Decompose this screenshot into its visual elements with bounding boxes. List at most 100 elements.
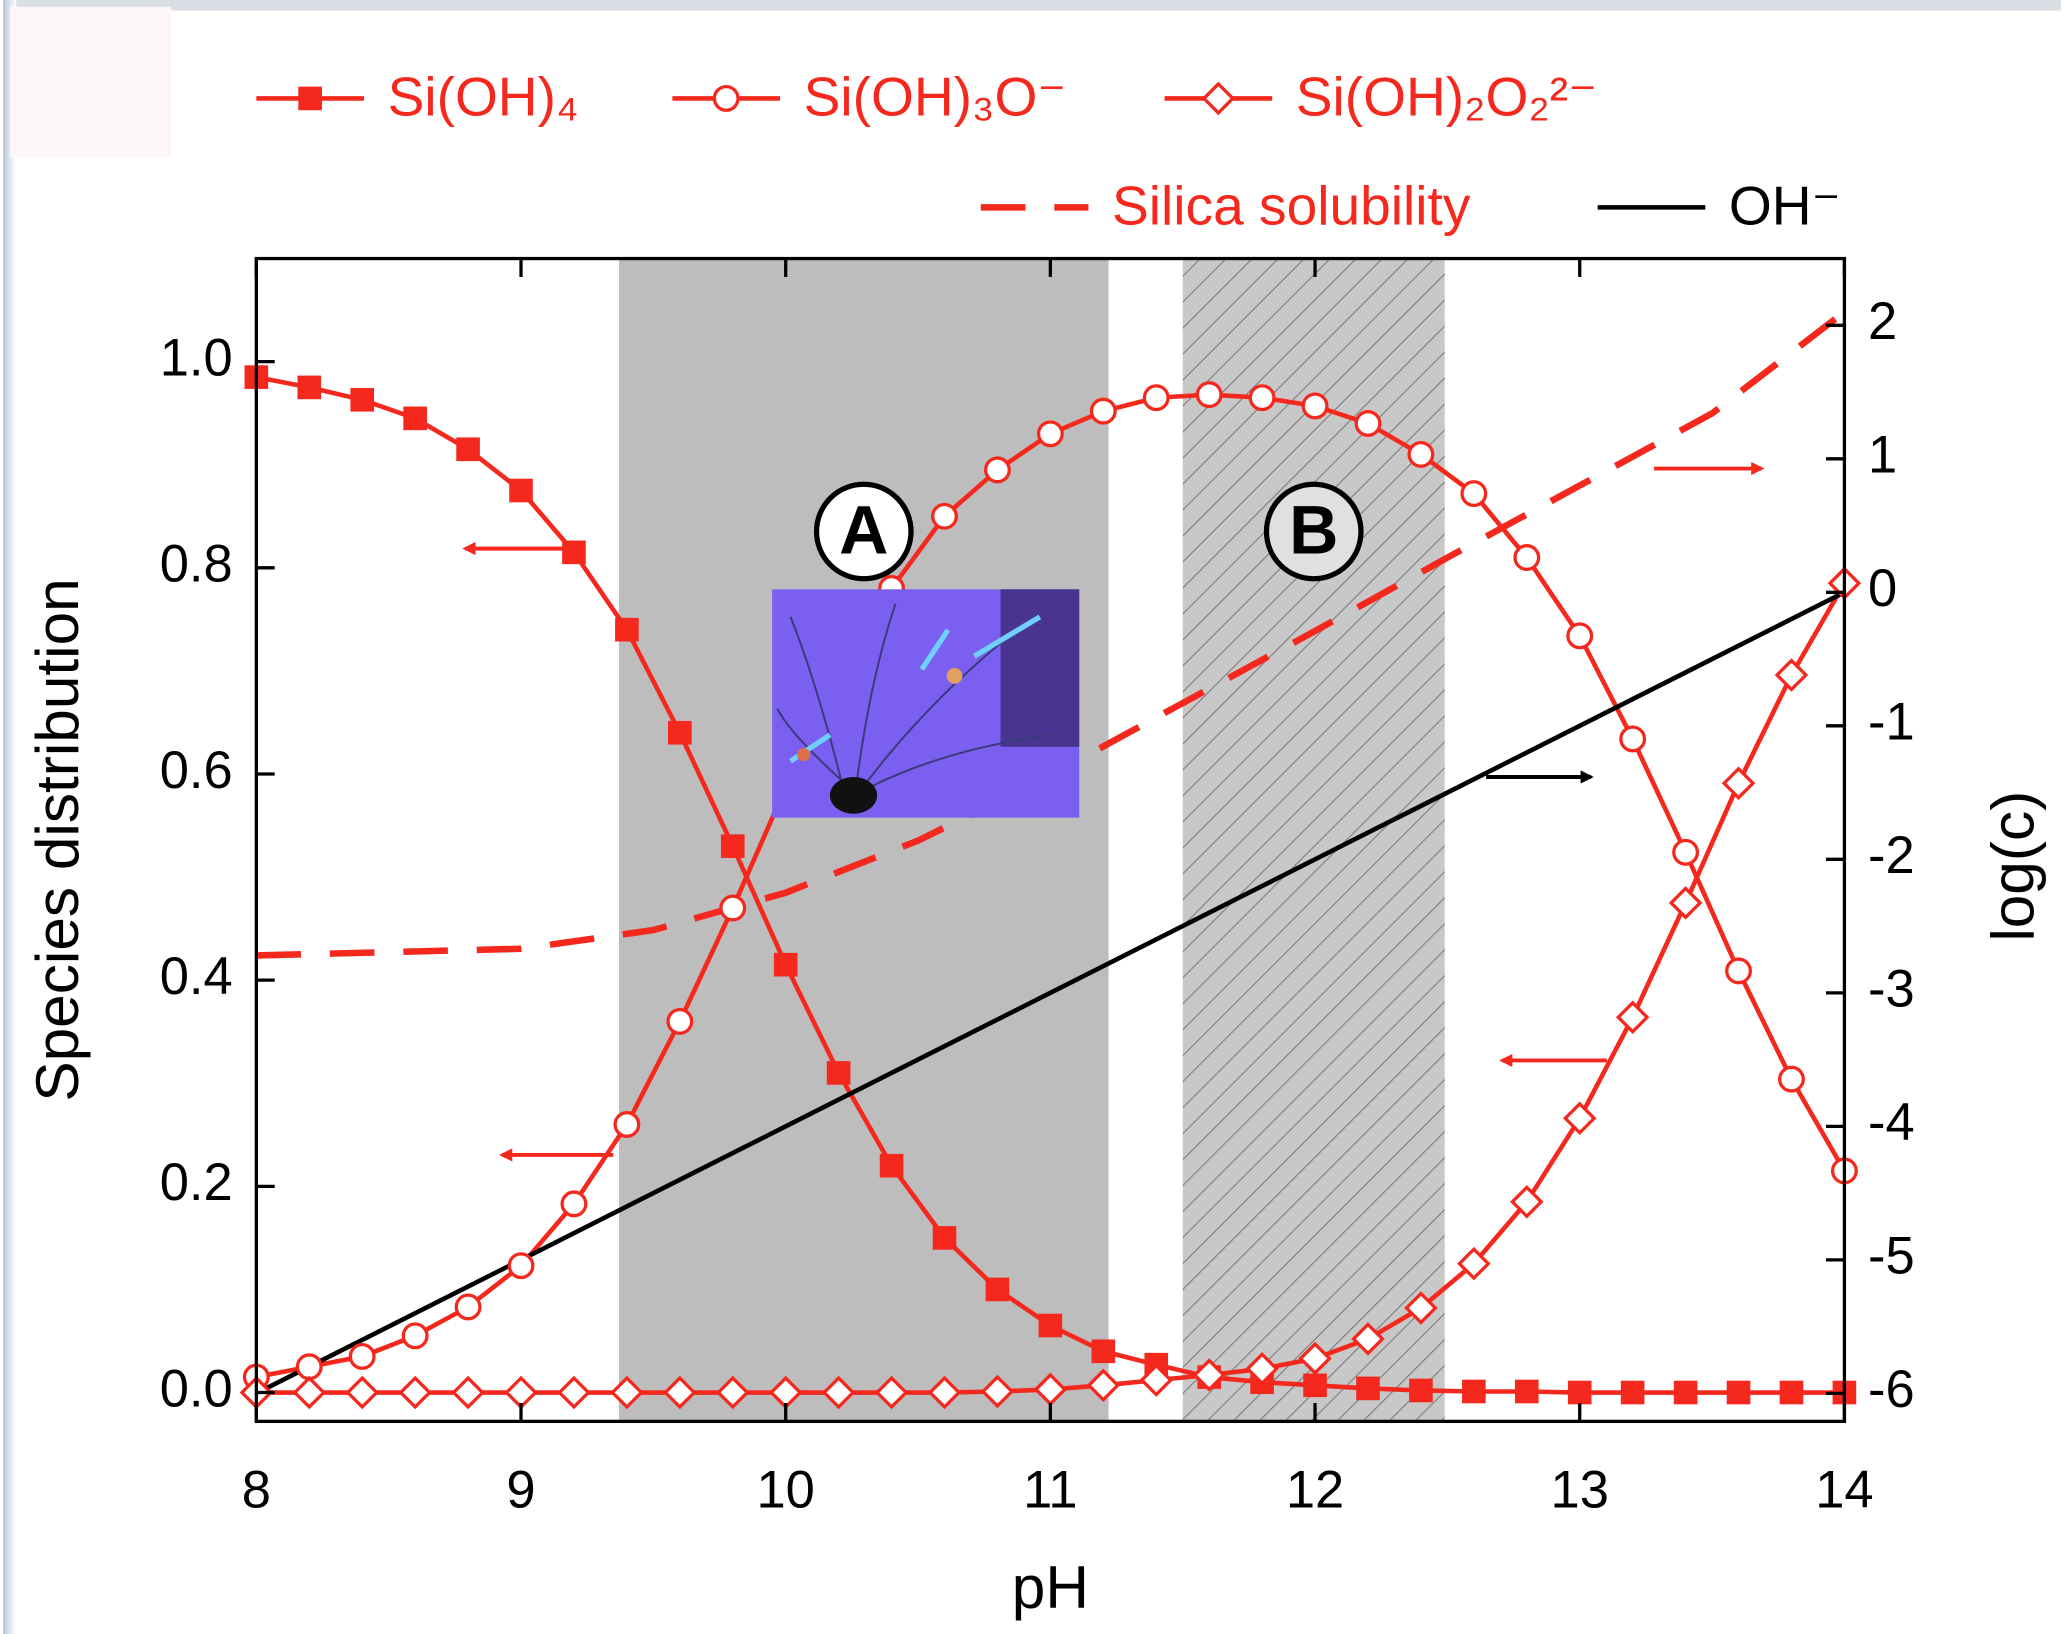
marker: [712, 84, 740, 112]
marker: [1038, 1313, 1063, 1338]
y2-tick-label: -2: [1868, 826, 1915, 885]
marker: [1778, 1065, 1805, 1093]
marker: [1619, 725, 1647, 753]
marker: [1726, 1380, 1751, 1405]
marker: [983, 456, 1011, 484]
x-tick-label: 10: [757, 1460, 815, 1519]
y2-tick-label: -1: [1868, 693, 1915, 752]
marker: [350, 387, 375, 412]
marker: [1248, 384, 1276, 412]
corner-box: [9, 6, 172, 158]
x-tick-label: 14: [1815, 1460, 1873, 1519]
marker: [1192, 1358, 1226, 1392]
marker: [821, 1375, 856, 1410]
x-tick-label: 13: [1551, 1460, 1609, 1519]
marker: [1301, 392, 1329, 420]
y2-tick-label: -4: [1868, 1093, 1915, 1152]
marker: [1091, 1339, 1116, 1364]
marker: [874, 1375, 909, 1410]
y-tick-label: 1.0: [160, 328, 233, 387]
marker: [1513, 544, 1541, 571]
marker: [1774, 658, 1809, 692]
marker: [1457, 1246, 1491, 1281]
legend-entry: OH⁻: [1597, 175, 1841, 237]
marker: [401, 1322, 429, 1350]
marker: [297, 375, 322, 400]
marker: [348, 1342, 376, 1370]
marker: [927, 1375, 962, 1410]
marker: [1620, 1380, 1645, 1405]
marker: [931, 502, 958, 530]
marker: [509, 478, 533, 503]
marker: [1245, 1352, 1279, 1386]
marker: [1673, 1380, 1698, 1405]
series-line: [256, 309, 1847, 959]
marker: [615, 617, 639, 642]
marker: [1089, 397, 1117, 425]
region-label: A: [839, 493, 888, 569]
y2-tick-label: -5: [1868, 1227, 1915, 1286]
marker: [1409, 1378, 1433, 1403]
marker: [879, 1153, 904, 1178]
marker: [560, 1190, 588, 1218]
marker: [1668, 886, 1703, 920]
top-edge: [3, 0, 2061, 11]
marker: [1142, 384, 1170, 412]
marker: [1566, 622, 1594, 650]
y-axis-label: Species distribution: [23, 578, 91, 1101]
region-badge: [813, 481, 914, 582]
shaded-region: [1182, 258, 1445, 1422]
y2-axis-label: log(c): [1979, 791, 2047, 942]
legend-entry: Si(OH)₂O₂²⁻: [1164, 66, 1597, 128]
marker: [1514, 1379, 1539, 1404]
marker: [1672, 838, 1700, 866]
x-tick-label: 11: [1023, 1460, 1077, 1519]
y2-tick-label: 2: [1868, 292, 1897, 351]
marker: [1139, 1363, 1174, 1397]
marker: [398, 1375, 432, 1410]
marker: [1460, 480, 1488, 508]
marker: [454, 1293, 482, 1321]
marker: [613, 1111, 641, 1138]
marker: [1407, 440, 1435, 468]
x-tick-label: 9: [506, 1460, 535, 1519]
marker: [716, 1375, 750, 1410]
region-label: B: [1289, 493, 1338, 569]
x-axis-label: pH: [1012, 1553, 1089, 1621]
y-tick-label: 0.8: [160, 535, 233, 594]
marker: [1721, 766, 1756, 801]
x-tick-label: 12: [1286, 1460, 1344, 1519]
marker: [1562, 1101, 1597, 1136]
marker: [1615, 1000, 1650, 1035]
marker: [980, 1374, 1015, 1409]
region-badge: [1263, 481, 1364, 582]
marker: [1298, 1341, 1332, 1376]
legend-label: Silica solubility: [1112, 175, 1471, 237]
y-tick-label: 0.4: [160, 947, 233, 1006]
marker: [1567, 1380, 1592, 1405]
marker: [666, 1007, 694, 1035]
marker: [1725, 957, 1752, 985]
marker: [345, 1375, 379, 1410]
legend-entry: Si(OH)₃O⁻: [672, 66, 1066, 128]
marker: [1779, 1380, 1804, 1405]
legend-entry: Silica solubility: [980, 175, 1471, 237]
marker: [1462, 1379, 1486, 1404]
shaded-region: [618, 258, 1109, 1422]
marker: [985, 1277, 1010, 1302]
marker: [456, 437, 480, 462]
marker: [557, 1375, 591, 1410]
legend-label: Si(OH)₃O⁻: [804, 66, 1067, 128]
marker: [507, 1252, 535, 1280]
marker: [292, 1375, 327, 1410]
marker: [1086, 1368, 1121, 1403]
marker: [663, 1375, 697, 1410]
marker: [1303, 1373, 1327, 1398]
y-tick-label: 0.0: [160, 1359, 233, 1418]
y-tick-label: 0.6: [160, 741, 233, 800]
x-tick-label: 8: [242, 1460, 271, 1519]
y2-tick-label: -3: [1868, 960, 1915, 1019]
